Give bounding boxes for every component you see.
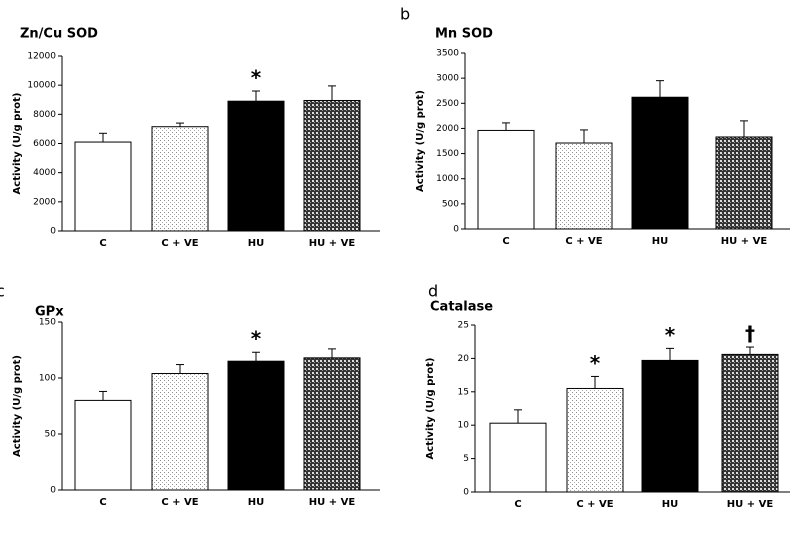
chart-title: Mn SOD: [435, 27, 493, 42]
bar: [303, 357, 361, 491]
bar: [566, 387, 624, 493]
x-tick-label: C: [99, 497, 106, 508]
bar: [489, 422, 547, 493]
x-tick-label: C + VE: [161, 497, 198, 508]
x-tick-label: C + VE: [161, 238, 198, 249]
bar: [227, 360, 285, 491]
x-tick-label: HU: [248, 497, 265, 508]
x-tick-label: HU + VE: [309, 238, 356, 249]
bar-annotation: *: [251, 66, 262, 90]
chart-title: GPx: [35, 305, 64, 320]
x-tick-label: HU: [248, 238, 265, 249]
y-tick-label: 0: [453, 225, 459, 235]
y-tick-label: 15: [458, 387, 469, 397]
y-tick-label: 50: [45, 430, 57, 440]
panel-letter: d: [428, 282, 438, 301]
y-tick-label: 10: [458, 421, 470, 431]
bar-annotation: †: [745, 322, 755, 346]
x-tick-label: HU + VE: [721, 236, 768, 247]
panel-letter: c: [0, 282, 5, 301]
bar: [151, 126, 209, 232]
y-tick-label: 2000: [436, 124, 459, 134]
y-tick-label: 100: [39, 374, 56, 384]
y-tick-label: 2500: [436, 99, 459, 109]
x-tick-label: C: [502, 236, 509, 247]
bar: [641, 359, 699, 493]
y-tick-label: 8000: [33, 110, 56, 120]
y-axis-label: Activity (U/g prot): [12, 355, 23, 457]
x-tick-label: C: [514, 499, 521, 510]
y-axis-label: Activity (U/g prot): [12, 93, 23, 195]
bar: [477, 129, 535, 230]
y-tick-label: 20: [458, 354, 470, 364]
x-tick-label: C + VE: [576, 499, 613, 510]
y-tick-label: 3000: [436, 74, 459, 84]
x-tick-label: HU + VE: [309, 497, 356, 508]
x-tick-label: HU + VE: [727, 499, 774, 510]
y-tick-label: 4000: [33, 168, 56, 178]
chart-title: Catalase: [430, 300, 493, 315]
bar-annotation: *: [590, 351, 601, 375]
y-tick-label: 25: [458, 321, 469, 331]
y-tick-label: 12000: [27, 52, 56, 62]
y-tick-label: 3500: [436, 49, 459, 59]
x-tick-label: HU: [652, 236, 669, 247]
x-tick-label: C + VE: [565, 236, 602, 247]
x-tick-label: C: [99, 238, 106, 249]
bar: [74, 399, 132, 491]
y-tick-label: 500: [442, 199, 459, 209]
bar: [74, 141, 132, 232]
bar: [151, 373, 209, 491]
y-tick-label: 1000: [436, 174, 459, 184]
y-axis-label: Activity (U/g prot): [415, 90, 426, 192]
y-tick-label: 2000: [33, 197, 56, 207]
panel-letter: b: [400, 5, 410, 24]
bar: [227, 100, 285, 232]
y-tick-label: 0: [50, 486, 56, 496]
x-tick-label: HU: [662, 499, 679, 510]
bar: [303, 99, 361, 232]
y-axis-label: Activity (U/g prot): [425, 358, 436, 460]
bar: [715, 136, 773, 230]
y-tick-label: 1500: [436, 149, 459, 159]
y-tick-label: 150: [39, 318, 56, 328]
bar: [555, 142, 613, 230]
bar: [631, 96, 689, 230]
y-tick-label: 6000: [33, 139, 56, 149]
y-tick-label: 0: [463, 488, 469, 498]
y-tick-label: 10000: [27, 81, 56, 91]
y-tick-label: 0: [50, 227, 56, 237]
y-tick-label: 5: [463, 454, 469, 464]
chart-title: Zn/Cu SOD: [20, 27, 98, 42]
bar-annotation: *: [251, 327, 262, 351]
bar-annotation: *: [665, 323, 676, 347]
bar: [721, 353, 779, 493]
